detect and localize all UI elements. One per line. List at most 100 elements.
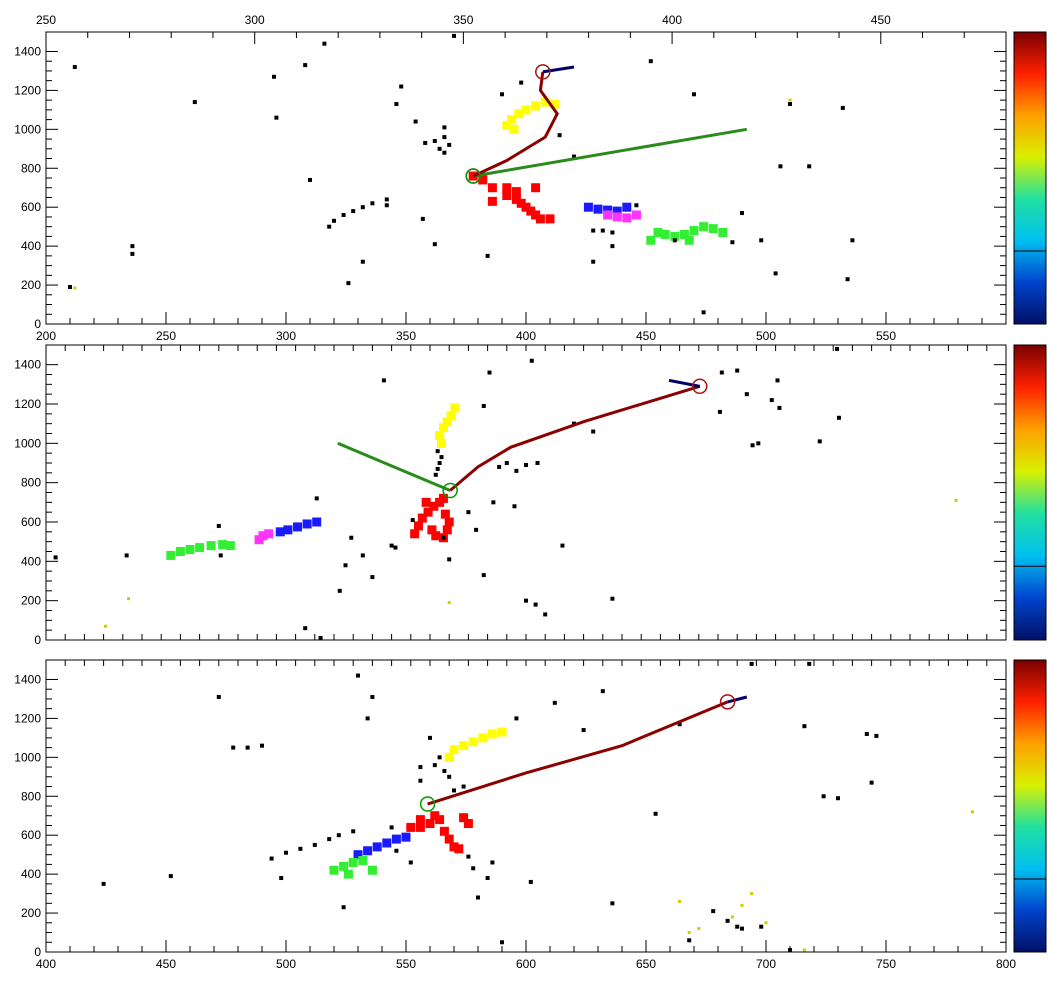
hit-point xyxy=(341,905,346,910)
hit-point xyxy=(735,924,740,929)
y-tick-label: 600 xyxy=(21,515,41,529)
hit-point xyxy=(679,229,689,239)
hit-point xyxy=(245,745,250,750)
hit-point xyxy=(684,235,694,245)
hit-point xyxy=(725,918,730,923)
hit-point xyxy=(444,834,454,844)
hit-point xyxy=(552,700,557,705)
hit-point xyxy=(283,525,293,535)
x-tick-label: 550 xyxy=(396,957,416,971)
x-tick-label: 650 xyxy=(636,957,656,971)
hit-point xyxy=(466,510,471,515)
hit-point xyxy=(353,850,363,860)
hit-point xyxy=(225,541,235,551)
hit-point xyxy=(435,466,440,471)
hit-point xyxy=(610,901,615,906)
hit-point xyxy=(524,462,528,467)
hit-point xyxy=(490,860,495,865)
hit-point xyxy=(476,895,480,900)
hit-point xyxy=(279,876,284,881)
hit-point xyxy=(130,251,135,256)
hit-point xyxy=(166,550,176,560)
vertex-circle xyxy=(442,482,458,499)
hit-point xyxy=(440,509,450,519)
track-line xyxy=(727,695,748,704)
hit-point xyxy=(612,212,622,222)
hit-point xyxy=(807,661,812,666)
hit-point xyxy=(337,588,342,593)
y-tick-label: 600 xyxy=(21,200,41,214)
hit-point xyxy=(531,183,541,193)
track-line xyxy=(449,384,701,492)
hit-point xyxy=(711,909,716,914)
y-tick-label: 200 xyxy=(21,906,41,920)
hit-point xyxy=(670,231,680,241)
hit-point xyxy=(442,150,447,155)
hit-point xyxy=(432,763,437,768)
hit-point xyxy=(447,774,452,779)
hit-point xyxy=(360,205,365,210)
hit-point xyxy=(769,398,774,403)
top-x-tick-label: 250 xyxy=(36,13,56,27)
hit-point xyxy=(653,228,663,238)
hit-point xyxy=(836,415,841,420)
hit-point xyxy=(491,500,496,505)
hit-point xyxy=(730,915,734,919)
hit-point xyxy=(442,135,447,140)
hit-point xyxy=(303,626,308,631)
hit-point xyxy=(370,694,375,699)
y-tick-label: 600 xyxy=(21,828,41,842)
hit-point xyxy=(531,101,541,111)
hit-point xyxy=(487,196,497,206)
track-line xyxy=(542,65,575,74)
hit-point xyxy=(433,472,438,477)
hit-point xyxy=(437,461,442,465)
hit-point xyxy=(314,496,319,501)
hit-point xyxy=(528,879,533,884)
hit-point xyxy=(802,724,807,729)
y-tick-label: 1400 xyxy=(14,672,41,686)
hit-point xyxy=(502,183,512,193)
hit-point xyxy=(718,228,728,238)
hit-point xyxy=(312,842,317,847)
hit-point xyxy=(413,521,423,531)
track-line xyxy=(337,441,451,492)
hit-point xyxy=(413,119,418,124)
hit-point xyxy=(356,673,360,678)
hit-point xyxy=(348,857,358,867)
x-tick-label: 600 xyxy=(516,957,536,971)
hit-point xyxy=(701,310,706,315)
hit-point xyxy=(101,881,106,886)
hit-point xyxy=(442,768,447,773)
hit-point xyxy=(418,778,423,783)
hit-point xyxy=(394,848,399,853)
hit-point xyxy=(481,403,486,408)
track-line xyxy=(427,700,729,806)
y-tick-label: 800 xyxy=(21,161,41,175)
hit-point xyxy=(130,244,135,249)
hit-point xyxy=(370,575,375,580)
hit-point xyxy=(756,441,761,446)
colorbar xyxy=(1013,344,1047,641)
colorbar xyxy=(1013,659,1047,953)
hit-point xyxy=(612,206,622,216)
hit-point xyxy=(269,856,274,861)
hit-point xyxy=(468,737,478,747)
hit-point xyxy=(487,729,497,739)
hit-point xyxy=(231,745,236,750)
hit-point xyxy=(274,115,279,120)
hit-point xyxy=(382,838,392,848)
hit-point xyxy=(258,531,268,541)
hit-point xyxy=(423,507,433,517)
hit-point xyxy=(740,903,744,907)
hit-point xyxy=(370,201,375,206)
hit-point xyxy=(511,187,521,197)
hit-point xyxy=(603,205,613,215)
hit-point xyxy=(610,244,615,249)
hit-point xyxy=(481,573,486,578)
hit-point xyxy=(450,403,460,413)
hit-point xyxy=(444,752,454,762)
hit-point xyxy=(439,826,449,836)
hit-point xyxy=(622,202,632,212)
